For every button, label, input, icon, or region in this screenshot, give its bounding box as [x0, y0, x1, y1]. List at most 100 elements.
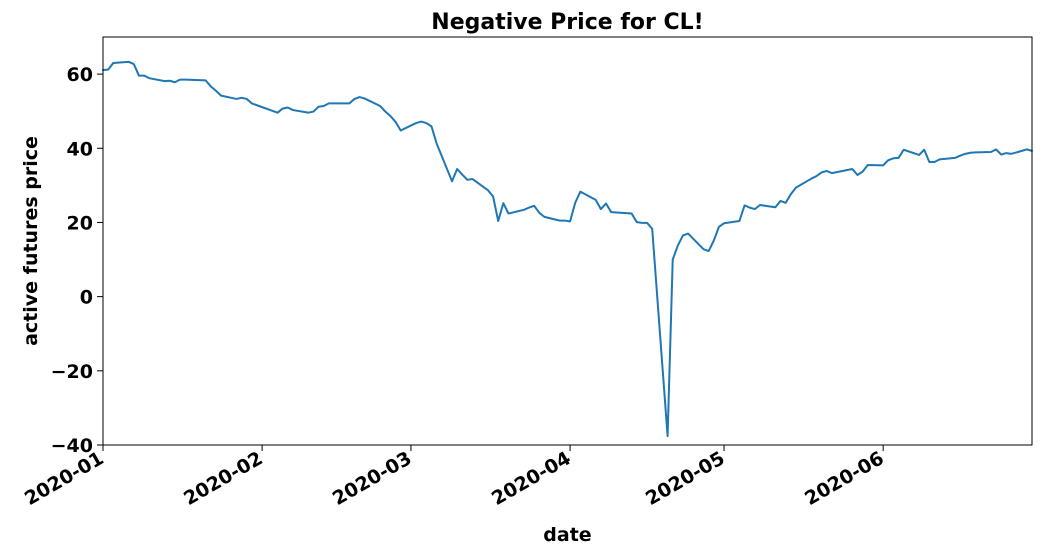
y-axis-label: active futures price [20, 136, 42, 346]
data-point [379, 105, 381, 107]
data-point [487, 189, 489, 191]
data-point [127, 61, 129, 63]
data-point [163, 80, 165, 82]
data-point [990, 151, 992, 153]
data-point [595, 199, 597, 201]
data-point [882, 164, 884, 166]
data-point [723, 222, 725, 224]
data-point [138, 74, 140, 76]
data-point [133, 63, 135, 65]
data-point [718, 226, 720, 228]
data-point [1005, 152, 1007, 154]
data-point [1010, 153, 1012, 155]
data-point [323, 105, 325, 107]
data-point [918, 154, 920, 156]
chart-title: Negative Price for CL! [431, 10, 703, 35]
data-point [887, 159, 889, 161]
data-point [358, 96, 360, 98]
data-point [492, 195, 494, 197]
data-point [415, 122, 417, 124]
data-point [702, 248, 704, 250]
data-point [651, 228, 653, 230]
data-point [969, 152, 971, 154]
data-point [143, 74, 145, 76]
data-point [451, 180, 453, 182]
x-axis: 2020-01 2020-02 2020-03 2020-04 2020-05 2020-… [21, 445, 888, 510]
data-point [466, 179, 468, 181]
y-tick-label: −40 [51, 435, 93, 457]
x-tick-label: 2020-05 [642, 447, 729, 510]
data-point [677, 244, 679, 246]
data-point [564, 219, 566, 221]
data-point [995, 148, 997, 150]
x-tick-label: 2020-03 [329, 447, 416, 510]
data-point [682, 234, 684, 236]
data-point [928, 161, 930, 163]
x-tick-label: 2020-06 [801, 447, 888, 510]
data-point [148, 77, 150, 79]
data-point [435, 142, 437, 144]
data-point [641, 222, 643, 224]
data-point [307, 111, 309, 113]
data-point [215, 90, 217, 92]
data-point [384, 110, 386, 112]
data-point [759, 204, 761, 206]
y-tick-label: −20 [51, 361, 93, 383]
y-tick-label: 20 [67, 212, 93, 234]
data-point [790, 193, 792, 195]
data-point [605, 202, 607, 204]
data-point [235, 98, 237, 100]
data-point [713, 239, 715, 241]
data-point [600, 208, 602, 210]
data-point [456, 168, 458, 170]
data-point [220, 94, 222, 96]
data-point [256, 104, 258, 106]
series-points [102, 61, 1033, 438]
data-point [287, 106, 289, 108]
x-axis-label: date [543, 524, 591, 546]
data-point [425, 122, 427, 124]
data-point [543, 216, 545, 218]
data-point [240, 97, 242, 99]
series-line [102, 60, 1033, 438]
data-point [897, 157, 899, 159]
data-point [810, 177, 812, 179]
data-point [364, 97, 366, 99]
data-point [636, 221, 638, 223]
x-tick-label: 2020-02 [180, 447, 267, 510]
data-point [394, 121, 396, 123]
data-point [502, 202, 504, 204]
data-point [774, 206, 776, 208]
data-point [831, 172, 833, 174]
plot-area [102, 60, 1033, 438]
y-tick-label: 40 [67, 138, 93, 160]
data-point [246, 98, 248, 100]
data-point [210, 85, 212, 87]
data-point [851, 168, 853, 170]
data-point [579, 190, 581, 192]
x-tick-label: 2020-04 [488, 447, 575, 510]
data-point [815, 175, 817, 177]
data-point [861, 170, 863, 172]
data-point [738, 220, 740, 222]
data-point [784, 202, 786, 204]
data-point [923, 149, 925, 151]
data-point [610, 211, 612, 213]
data-point [1000, 153, 1002, 155]
data-point [292, 109, 294, 111]
data-point [523, 209, 525, 211]
data-point [328, 102, 330, 104]
data-point [312, 110, 314, 112]
data-point [1026, 148, 1028, 150]
data-point [559, 219, 561, 221]
data-point [938, 158, 940, 160]
data-point [954, 157, 956, 159]
data-point [497, 220, 499, 222]
data-point [820, 171, 822, 173]
y-axis: 60 40 20 0 −20 −40 [51, 64, 103, 457]
data-point [533, 205, 535, 207]
data-point [271, 110, 273, 112]
y-tick-label: 0 [80, 287, 93, 309]
data-point [974, 151, 976, 153]
